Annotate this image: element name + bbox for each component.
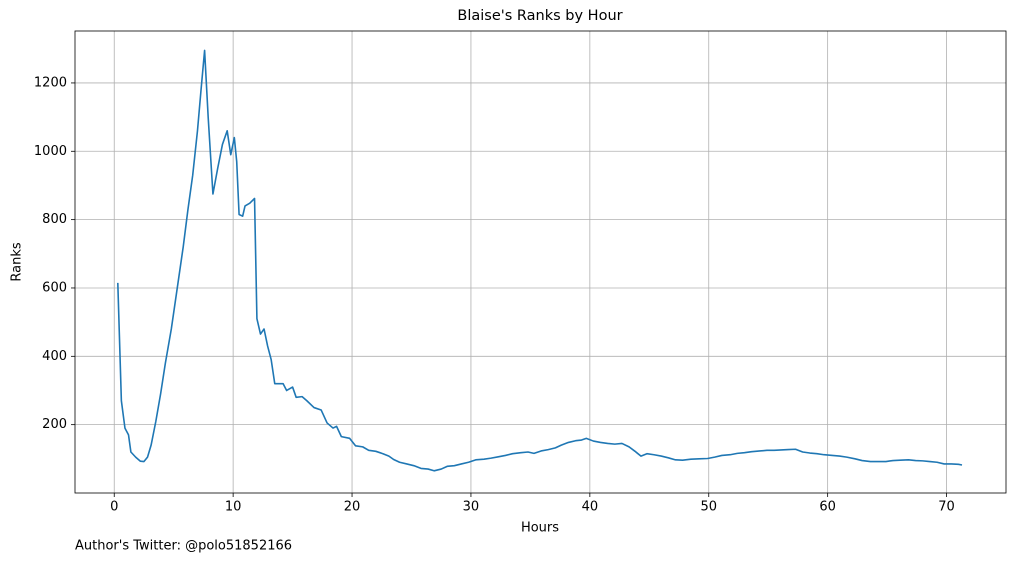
x-tick-label: 10: [225, 500, 242, 515]
y-axis-label: Ranks: [10, 242, 25, 281]
x-tick-label: 70: [938, 500, 955, 515]
chart-title: Blaise's Ranks by Hour: [457, 8, 622, 24]
x-tick-label: 30: [463, 500, 480, 515]
x-tick-label: 20: [344, 500, 361, 515]
y-tick-label: 200: [42, 417, 67, 432]
y-tick-label: 1000: [34, 144, 67, 159]
y-tick-label: 800: [42, 212, 67, 227]
y-tick-label: 400: [42, 349, 67, 364]
x-axis-label: Hours: [521, 521, 559, 536]
footnote: Author's Twitter: @polo51852166: [75, 539, 292, 554]
x-tick-label: 50: [700, 500, 717, 515]
x-tick-label: 40: [582, 500, 599, 515]
y-tick-label: 600: [42, 280, 67, 295]
y-tick-label: 1200: [34, 75, 67, 90]
plot-frame: [74, 30, 1007, 494]
data-line: [117, 49, 963, 472]
x-tick-label: 0: [110, 500, 118, 515]
x-tick-label: 60: [819, 500, 836, 515]
